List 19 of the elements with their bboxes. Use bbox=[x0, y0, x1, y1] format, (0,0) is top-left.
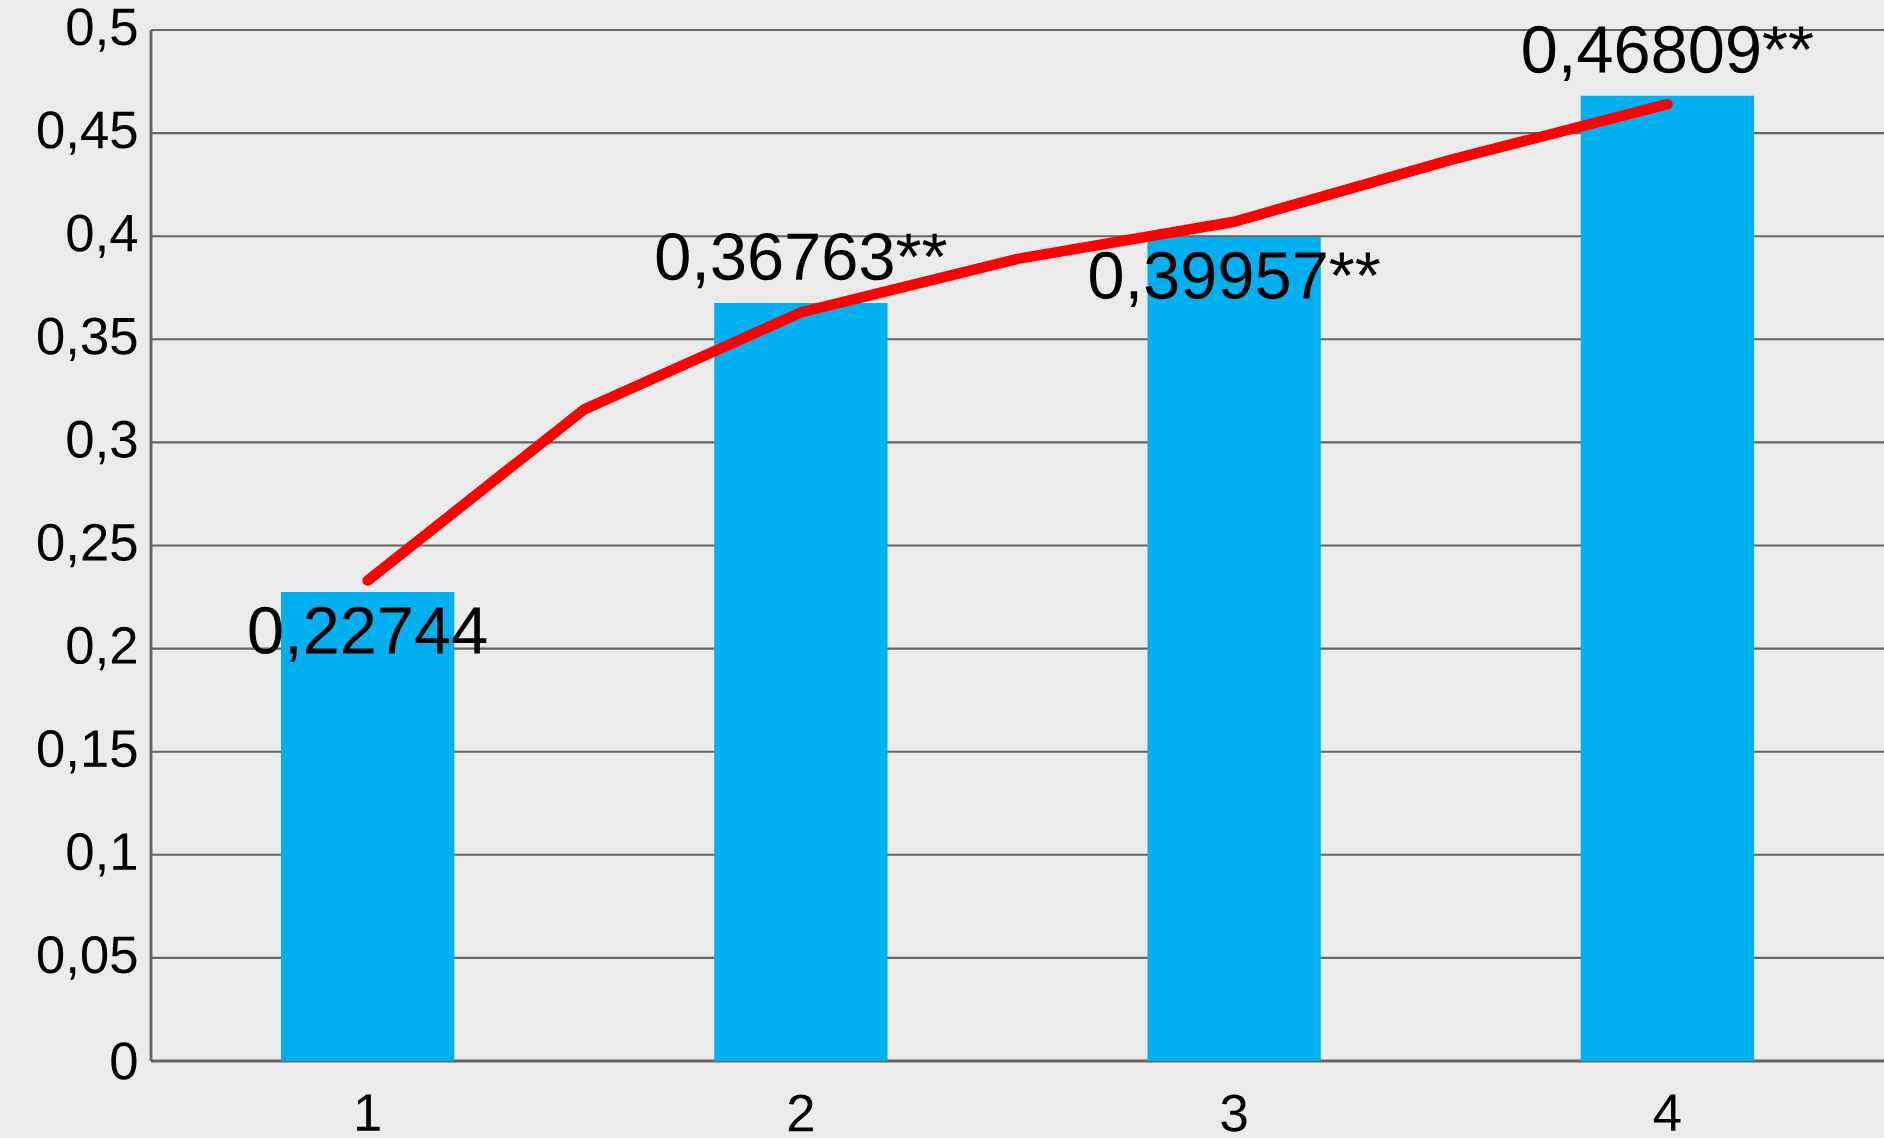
data-label: 0,46809** bbox=[1523, 25, 1813, 82]
y-tick-label: 0,35 bbox=[38, 317, 137, 362]
x-tick-label: 1 bbox=[356, 1094, 380, 1131]
data-label: 0,36763** bbox=[656, 233, 947, 289]
y-tick-label: 0,2 bbox=[67, 626, 136, 671]
y-tick-label: 0,4 bbox=[67, 214, 138, 258]
y-tick-label: 0,5 bbox=[67, 8, 137, 52]
y-tick-label: 0,25 bbox=[38, 523, 137, 568]
x-tick-label: 3 bbox=[1221, 1094, 1247, 1132]
y-tick-label: 0 bbox=[111, 1042, 137, 1080]
y-tick-label: 0,15 bbox=[38, 729, 137, 774]
y-tick-label: 0,05 bbox=[38, 936, 137, 980]
x-tick-label: 2 bbox=[788, 1094, 813, 1132]
bar bbox=[714, 302, 888, 1061]
bar bbox=[1580, 95, 1755, 1061]
y-tick-label: 0,45 bbox=[38, 111, 137, 155]
x-tick-label: 4 bbox=[1653, 1094, 1681, 1131]
y-tick-label: 0,1 bbox=[67, 833, 136, 877]
y-tick-label: 0,3 bbox=[67, 420, 137, 465]
